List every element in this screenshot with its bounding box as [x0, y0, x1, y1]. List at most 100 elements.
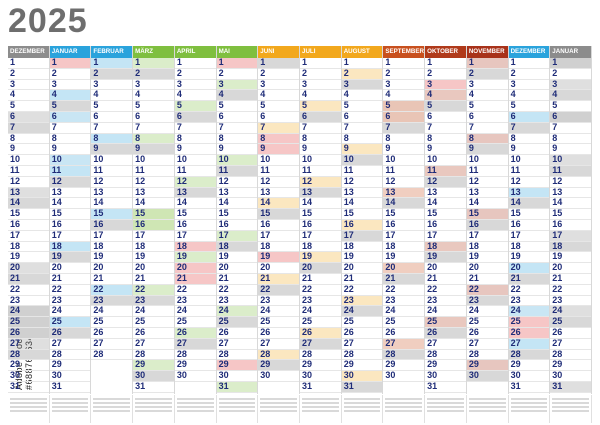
- day-cell[interactable]: 30: [425, 370, 466, 382]
- day-cell[interactable]: 14: [216, 197, 258, 210]
- day-cell[interactable]: 17: [8, 230, 49, 242]
- day-cell[interactable]: 1: [91, 57, 133, 69]
- day-cell[interactable]: 5: [91, 100, 133, 112]
- day-cell[interactable]: 20: [550, 262, 591, 274]
- day-cell[interactable]: 28: [300, 349, 341, 361]
- day-cell[interactable]: 12: [258, 176, 299, 188]
- day-cell[interactable]: 29: [550, 359, 591, 372]
- day-cell[interactable]: 28: [425, 349, 466, 361]
- day-cell[interactable]: 4: [550, 89, 591, 102]
- day-cell[interactable]: 25: [133, 316, 174, 328]
- day-cell[interactable]: 22: [258, 284, 299, 296]
- day-cell[interactable]: 7: [466, 122, 508, 134]
- day-cell[interactable]: 8: [258, 133, 299, 145]
- day-cell[interactable]: 25: [258, 316, 299, 328]
- day-cell[interactable]: 11: [258, 165, 299, 177]
- day-cell[interactable]: 16: [174, 219, 216, 231]
- day-cell[interactable]: 9: [341, 143, 383, 156]
- day-cell[interactable]: 5: [550, 100, 591, 112]
- day-cell[interactable]: 24: [91, 305, 133, 318]
- day-cell[interactable]: 21: [8, 273, 49, 285]
- day-cell[interactable]: 30: [49, 370, 91, 382]
- day-cell[interactable]: 20: [133, 262, 174, 274]
- day-cell[interactable]: 7: [341, 122, 383, 134]
- day-cell[interactable]: 17: [300, 230, 341, 242]
- day-cell[interactable]: 12: [466, 176, 508, 188]
- day-cell[interactable]: 26: [174, 327, 216, 339]
- day-cell[interactable]: 17: [341, 230, 383, 242]
- day-cell[interactable]: 29: [133, 359, 174, 372]
- day-cell[interactable]: 31: [550, 381, 591, 393]
- day-cell[interactable]: 6: [550, 111, 591, 123]
- day-cell[interactable]: 28: [383, 349, 425, 361]
- day-cell[interactable]: 20: [383, 262, 425, 274]
- day-cell[interactable]: 13: [91, 187, 133, 199]
- day-cell[interactable]: 29: [341, 359, 383, 372]
- day-cell[interactable]: 28: [8, 349, 49, 361]
- day-cell[interactable]: 28: [258, 349, 299, 361]
- day-cell[interactable]: 7: [508, 122, 550, 134]
- day-cell[interactable]: 1: [174, 57, 216, 69]
- day-cell[interactable]: 26: [49, 327, 91, 339]
- day-cell[interactable]: 28: [466, 349, 508, 361]
- day-cell[interactable]: 9: [49, 143, 91, 156]
- day-cell[interactable]: 16: [133, 219, 174, 231]
- day-cell[interactable]: 25: [216, 316, 258, 328]
- day-cell[interactable]: 22: [383, 284, 425, 296]
- day-cell[interactable]: 5: [466, 100, 508, 112]
- day-cell[interactable]: 15: [174, 208, 216, 220]
- day-cell[interactable]: 17: [425, 230, 466, 242]
- day-cell[interactable]: 24: [174, 305, 216, 318]
- day-cell[interactable]: 19: [508, 251, 550, 264]
- day-cell[interactable]: 19: [341, 251, 383, 264]
- day-cell[interactable]: 28: [91, 349, 133, 361]
- day-cell[interactable]: 2: [466, 68, 508, 80]
- day-cell[interactable]: 19: [133, 251, 174, 264]
- day-cell[interactable]: 19: [466, 251, 508, 264]
- day-cell[interactable]: 27: [466, 338, 508, 350]
- day-cell[interactable]: 21: [216, 273, 258, 285]
- day-cell[interactable]: 3: [216, 79, 258, 91]
- day-cell[interactable]: 24: [49, 305, 91, 318]
- day-cell[interactable]: 10: [216, 154, 258, 166]
- day-cell[interactable]: 15: [425, 208, 466, 220]
- day-cell[interactable]: 12: [133, 176, 174, 188]
- day-cell[interactable]: 30: [300, 370, 341, 382]
- day-cell[interactable]: 4: [466, 89, 508, 102]
- day-cell[interactable]: 27: [550, 338, 591, 350]
- day-cell[interactable]: 19: [425, 251, 466, 264]
- day-cell[interactable]: 8: [425, 133, 466, 145]
- day-cell[interactable]: 29: [216, 359, 258, 372]
- day-cell[interactable]: 14: [300, 197, 341, 210]
- day-cell[interactable]: 15: [91, 208, 133, 220]
- day-cell[interactable]: 2: [550, 68, 591, 80]
- day-cell[interactable]: 28: [341, 349, 383, 361]
- day-cell[interactable]: 21: [174, 273, 216, 285]
- day-cell[interactable]: 31: [341, 381, 383, 393]
- day-cell[interactable]: 15: [8, 208, 49, 220]
- day-cell[interactable]: 16: [300, 219, 341, 231]
- day-cell[interactable]: 6: [425, 111, 466, 123]
- day-cell[interactable]: 5: [425, 100, 466, 112]
- day-cell[interactable]: 7: [550, 122, 591, 134]
- day-cell[interactable]: 20: [91, 262, 133, 274]
- day-cell[interactable]: 27: [174, 338, 216, 350]
- day-cell[interactable]: 10: [466, 154, 508, 166]
- day-cell[interactable]: 5: [300, 100, 341, 112]
- day-cell[interactable]: 26: [383, 327, 425, 339]
- day-cell[interactable]: 16: [91, 219, 133, 231]
- day-cell[interactable]: 2: [508, 68, 550, 80]
- day-cell[interactable]: 20: [341, 262, 383, 274]
- day-cell[interactable]: 14: [508, 197, 550, 210]
- day-cell[interactable]: 27: [91, 338, 133, 350]
- day-cell[interactable]: 17: [91, 230, 133, 242]
- day-cell[interactable]: 21: [91, 273, 133, 285]
- day-cell[interactable]: 29: [508, 359, 550, 372]
- day-cell[interactable]: 31: [508, 381, 550, 393]
- day-cell[interactable]: 19: [383, 251, 425, 264]
- day-cell[interactable]: 8: [133, 133, 174, 145]
- day-cell[interactable]: 30: [8, 370, 49, 382]
- day-cell[interactable]: 16: [425, 219, 466, 231]
- day-cell[interactable]: 19: [216, 251, 258, 264]
- day-cell[interactable]: 9: [216, 143, 258, 156]
